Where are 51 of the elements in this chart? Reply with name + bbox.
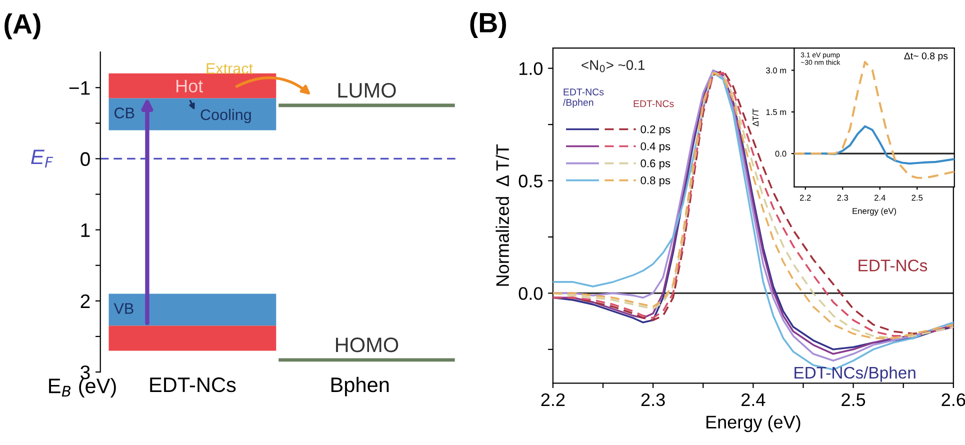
ref-line-label: HOMO	[336, 338, 398, 352]
series-label: CB	[114, 108, 134, 118]
x-tick-label: 2.4	[874, 194, 886, 201]
y-tick-label: 0.5	[518, 174, 542, 188]
y-tick-label: −1	[69, 81, 90, 95]
x-tick-label: 2.5	[912, 194, 923, 201]
y-tick-label: 0.0	[775, 150, 786, 157]
bar	[108, 73, 276, 98]
annotation: Hot	[176, 80, 204, 92]
series-label: VB	[114, 303, 134, 314]
bar	[108, 98, 276, 130]
x-tick-label: 2.2	[800, 194, 811, 201]
x-tick-label: 2.6	[942, 393, 965, 406]
legend-label: 0.6 ps	[640, 159, 670, 170]
annotation: <N$_{0}$> ~0.1	[582, 60, 645, 72]
legend-label: 0.2 ps	[640, 125, 670, 136]
y-tick-label: 1.0	[520, 62, 543, 76]
ref-line-label: LUMO	[338, 82, 396, 98]
annotation: Cooling	[200, 108, 251, 124]
legend-label: 0.8 ps	[640, 176, 670, 187]
annotation: Δt~ 0.8 ps	[904, 52, 948, 62]
y-tick-label: 1	[81, 223, 90, 237]
annotation: EDT-NCs/Bphen	[794, 366, 916, 382]
x-tick-label: 2.3	[641, 393, 665, 406]
annotation: Extract	[206, 63, 253, 74]
y-tick-label: 1.5 m	[766, 109, 786, 116]
y-tick-label: 3	[80, 365, 90, 380]
annotation: EDT-NCs	[858, 260, 928, 272]
y-axis-title: E$_{B}$ (eV)	[49, 378, 116, 398]
legend-label: 0.4 ps	[640, 142, 670, 152]
ref-line-label: E$_{F}$	[31, 150, 54, 168]
chart-title: (B)	[470, 12, 506, 38]
y-tick-label: 3.0 m	[766, 67, 786, 74]
x-tick-label: Bphen	[331, 376, 389, 396]
bar	[108, 326, 276, 351]
x-tick-label: 2.4	[742, 393, 766, 406]
annotation: EDT-NCs	[634, 100, 674, 108]
x-tick-label: 2.5	[842, 393, 866, 406]
y-tick-label: 2	[80, 294, 90, 308]
x-axis-title: Energy (eV)	[852, 208, 896, 216]
chart-title: (A)	[4, 13, 40, 40]
y-tick-label: 0.0	[518, 287, 543, 300]
annotation: EDT-NCs /Bphen	[562, 88, 604, 108]
x-tick-label: 2.3	[837, 194, 848, 201]
x-axis-title: Energy (eV)	[706, 415, 800, 432]
y-axis-title: ΔT/T	[752, 108, 759, 126]
x-tick-label: 2.2	[541, 393, 565, 406]
line-series	[794, 60, 954, 180]
y-tick-label: 0	[80, 152, 90, 166]
y-axis-title: Normalized Δ T/T	[496, 144, 509, 286]
bar	[108, 294, 276, 326]
